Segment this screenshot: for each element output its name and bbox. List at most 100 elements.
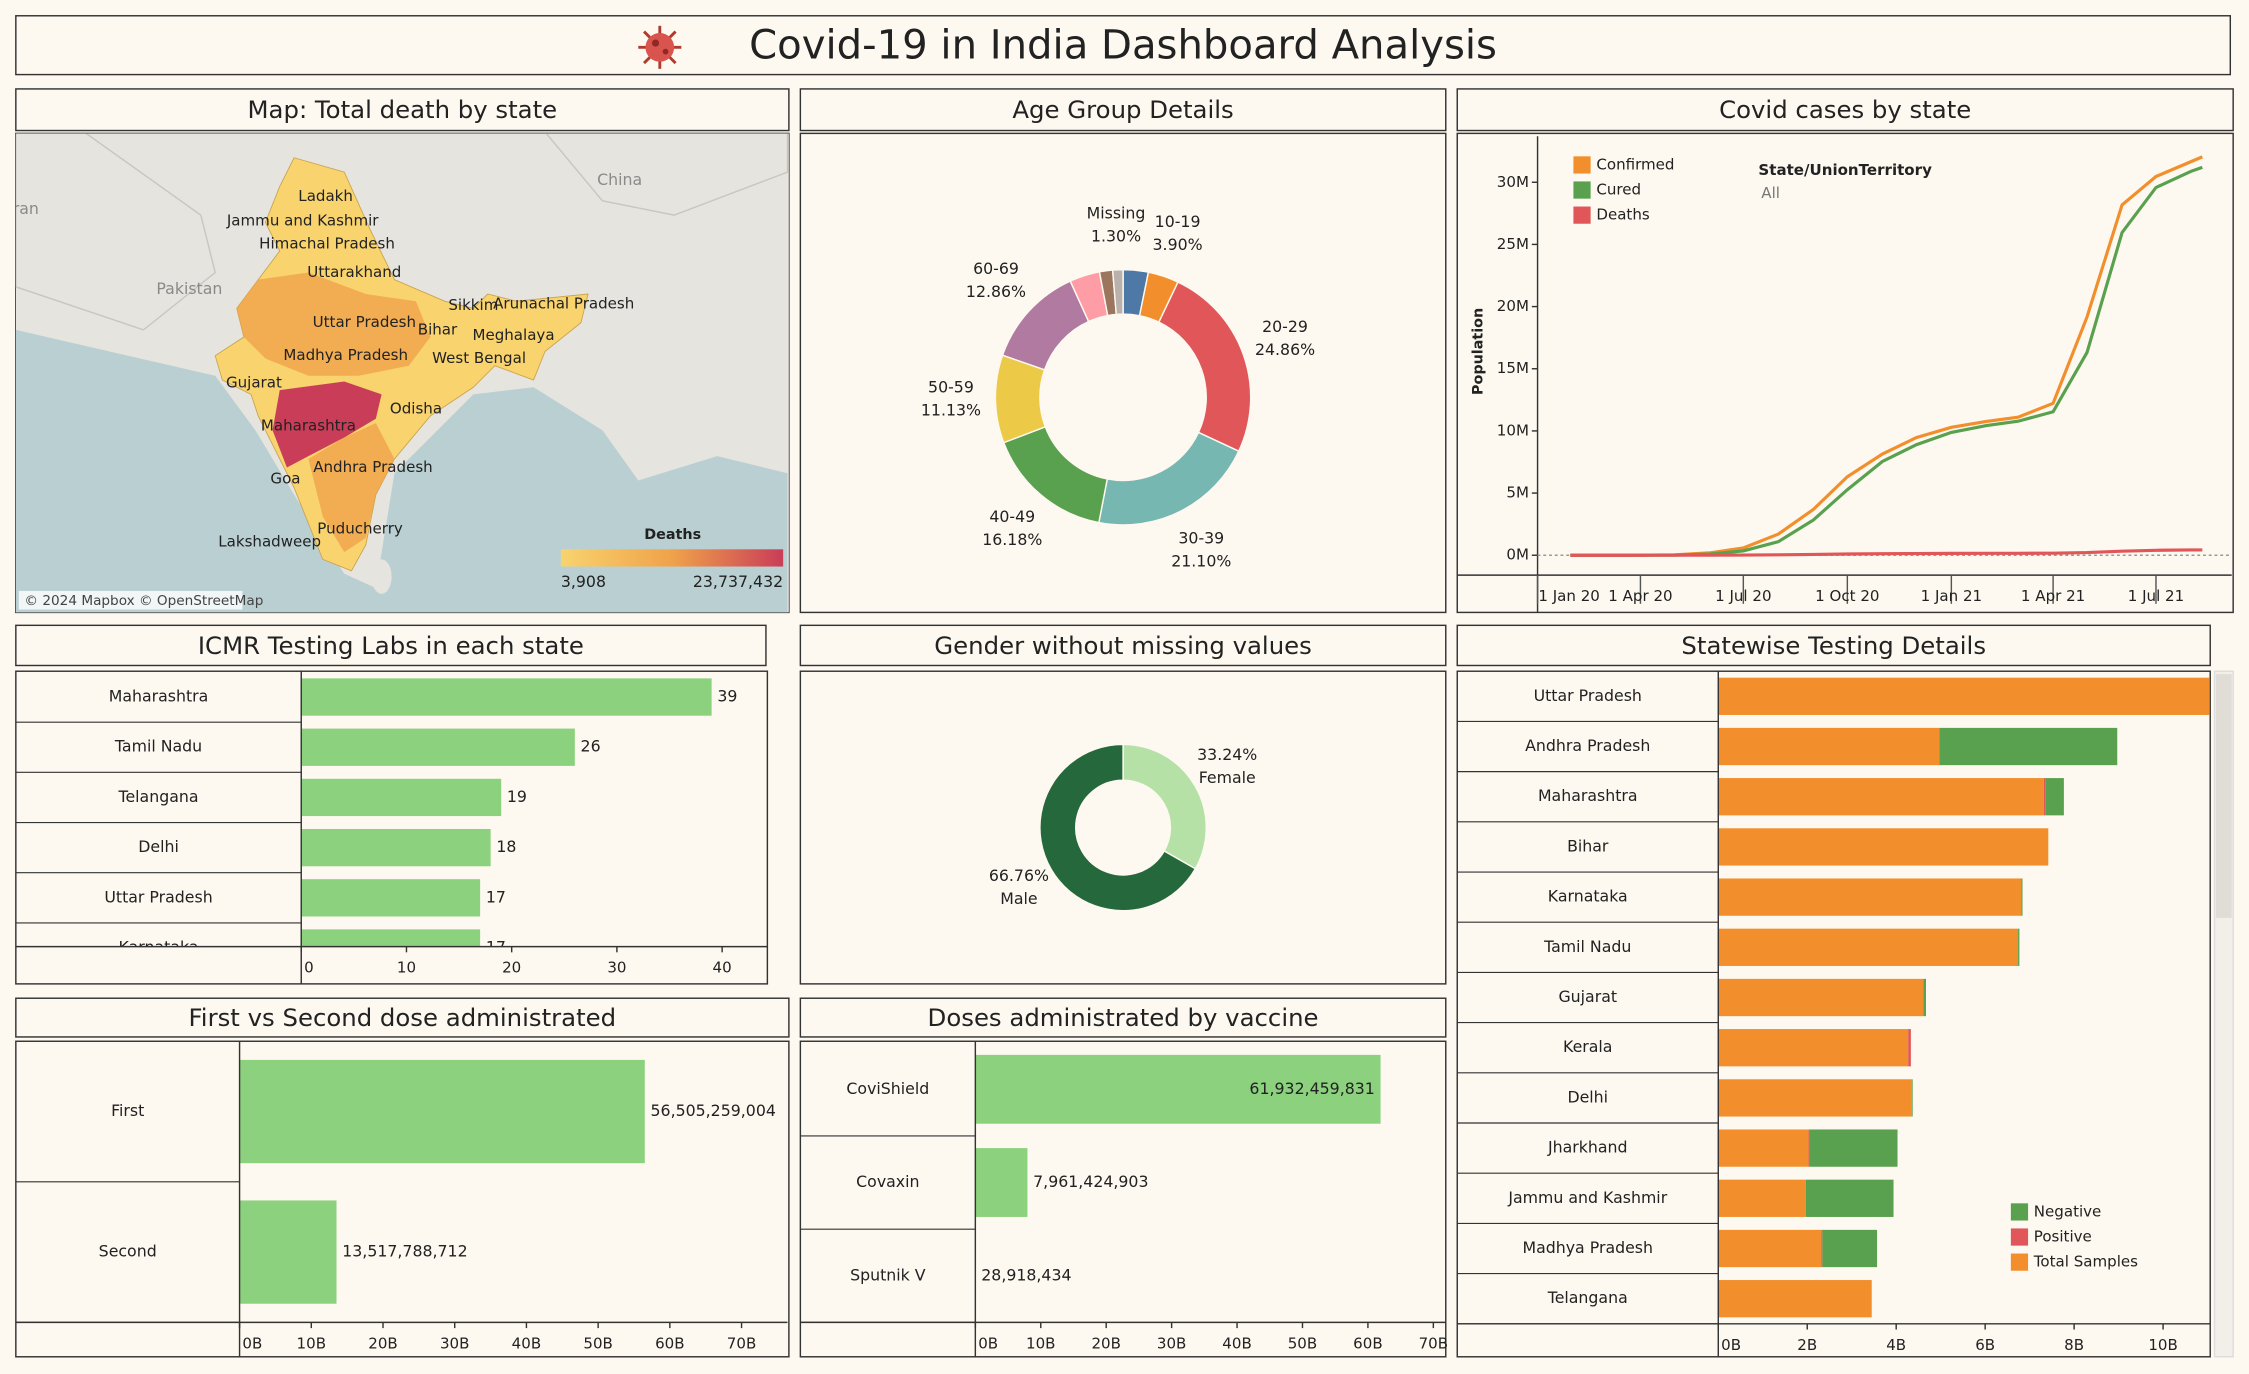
- slice-name: 60-69: [973, 259, 1019, 278]
- value-label: 28,918,434: [981, 1265, 1071, 1284]
- category-label: Andhra Pradesh: [1525, 736, 1650, 755]
- slice-name: 50-59: [928, 378, 974, 397]
- scrollbar-thumb[interactable]: [2215, 674, 2232, 918]
- map-state-label: Lakshadweep: [218, 533, 321, 551]
- bar-segment: [1923, 978, 1926, 1017]
- bar-segment: [1805, 1179, 1894, 1217]
- donut-slice: [1111, 268, 1124, 316]
- bar-area: CoviShield 61,932,459,831 Covaxin 7,961,424…: [800, 1054, 1381, 1323]
- bar-area: First 56,505,259,004 Second 13,517,788,712: [15, 1059, 776, 1323]
- bar-segment: [1718, 828, 2049, 866]
- bar: [239, 1059, 645, 1164]
- bar-segment: [2018, 928, 2020, 966]
- slice-value: 3.90%: [1153, 235, 1203, 254]
- legend-max: 23,737,432: [693, 572, 783, 591]
- slice-value: 12.86%: [966, 282, 1026, 301]
- panel-title: Doses administrated by vaccine: [928, 1003, 1319, 1032]
- category-label: Maharashtra: [1538, 786, 1638, 805]
- virus-icon: [638, 25, 682, 69]
- panel-frame: [799, 132, 1447, 614]
- x-tick-label: 0B: [242, 1334, 262, 1352]
- panel-title-box: [799, 88, 1447, 132]
- donut-slice: [994, 354, 1047, 444]
- panel-title: Map: Total death by state: [248, 95, 558, 124]
- x-tick-label: 40B: [1222, 1334, 1251, 1352]
- panel-frame: [1456, 132, 2234, 614]
- bar-segment: [1718, 727, 1940, 766]
- bar-segment: [2045, 778, 2064, 816]
- title-box: [15, 15, 2232, 76]
- category-label: CoviShield: [846, 1079, 929, 1098]
- category-label: Delhi: [1567, 1087, 1608, 1106]
- panel-title: Gender without missing values: [934, 631, 1312, 660]
- bar: [301, 728, 575, 766]
- attribution: © 2024 Mapbox © OpenStreetMap: [24, 593, 263, 609]
- x-tick-label: 8B: [2064, 1336, 2084, 1354]
- panel-title-box: [15, 624, 767, 667]
- y-tick-label: 15M: [1497, 359, 1529, 377]
- panel-title-box: [1456, 88, 2234, 132]
- x-tick-label: 1 Oct 20: [1815, 587, 1879, 605]
- slice-name: 10-19: [1155, 212, 1201, 231]
- x-tick-label: 30B: [1157, 1334, 1186, 1352]
- category-label: Telangana: [1547, 1288, 1628, 1307]
- bar-segment: [1822, 1229, 1878, 1268]
- bar: [301, 678, 712, 716]
- map-state-label: Uttarakhand: [307, 263, 401, 281]
- bar: [239, 1200, 337, 1304]
- map-state-label: Puducherry: [317, 520, 403, 538]
- legend-swatch: [2010, 1228, 2029, 1246]
- bar-area: Maharashtra 39 Tamil Nadu 26 Telangana 19 Delh…: [15, 678, 737, 947]
- category-label: Second: [99, 1242, 157, 1261]
- x-tick-label: 30B: [440, 1334, 469, 1352]
- y-tick-label: 25M: [1497, 235, 1529, 253]
- category-label: Telangana: [118, 787, 199, 806]
- x-tick-label: 60B: [655, 1334, 684, 1352]
- bar: [301, 828, 491, 867]
- x-tick-label: 10B: [2148, 1336, 2177, 1354]
- slice-value: 24.86%: [1255, 340, 1315, 359]
- map-state-label: Arunachal Pradesh: [493, 295, 634, 313]
- bar-segment: [1939, 727, 2118, 766]
- slice-name: 20-29: [1262, 317, 1308, 336]
- x-tick-label: 20B: [368, 1334, 397, 1352]
- x-tick-label: 1 Jul 20: [1715, 587, 1771, 605]
- x-tick-label: 20B: [1091, 1334, 1120, 1352]
- panel-title: Covid cases by state: [1719, 95, 1971, 124]
- value-label: 18: [496, 837, 516, 856]
- slice-name: Female: [1199, 768, 1256, 787]
- x-tick-label: 1 Jan 20: [1538, 587, 1599, 605]
- slice-value: 1.30%: [1091, 226, 1141, 245]
- bar: [301, 778, 502, 817]
- category-label: Uttar Pradesh: [1534, 686, 1642, 705]
- map: Ladakh Jammu and Kashmir Himachal Pradesh U…: [15, 133, 789, 613]
- legend-label: Cured: [1596, 181, 1641, 199]
- legend-label: Confirmed: [1596, 155, 1674, 173]
- x-tick-label: 70B: [727, 1334, 756, 1352]
- bar-segment: [1718, 1129, 1809, 1167]
- panel-title-box: [799, 624, 1447, 667]
- value-label: 39: [717, 687, 737, 706]
- legend-swatch: [1573, 181, 1591, 199]
- bar-segment: [1718, 1079, 1912, 1117]
- panel-title-box: [1456, 624, 2211, 667]
- y-tick-label: 10M: [1497, 421, 1529, 439]
- legend-label: Deaths: [1596, 206, 1650, 224]
- legend-scale: [560, 549, 784, 567]
- map-state-label: Meghalaya: [472, 326, 554, 344]
- legend-swatch: [1573, 206, 1591, 224]
- legend-swatch: [2010, 1203, 2029, 1221]
- category-label: Jammu and Kashmir: [1507, 1188, 1667, 1207]
- value-label: 7,961,424,903: [1033, 1172, 1148, 1191]
- category-label: Maharashtra: [109, 687, 209, 706]
- value-label: 17: [486, 887, 506, 906]
- x-tick-label: 0B: [978, 1334, 998, 1352]
- value-label: 61,932,459,831: [1249, 1079, 1374, 1098]
- legend-title: Deaths: [644, 527, 701, 543]
- x-tick-label: 30: [607, 959, 626, 977]
- x-tick-label: 70B: [1419, 1334, 1448, 1352]
- bar-segment: [1718, 1280, 1872, 1318]
- x-tick-label: 1 Apr 21: [2021, 587, 2085, 605]
- x-tick-label: 0B: [1721, 1336, 1741, 1354]
- map-region: [236, 272, 431, 376]
